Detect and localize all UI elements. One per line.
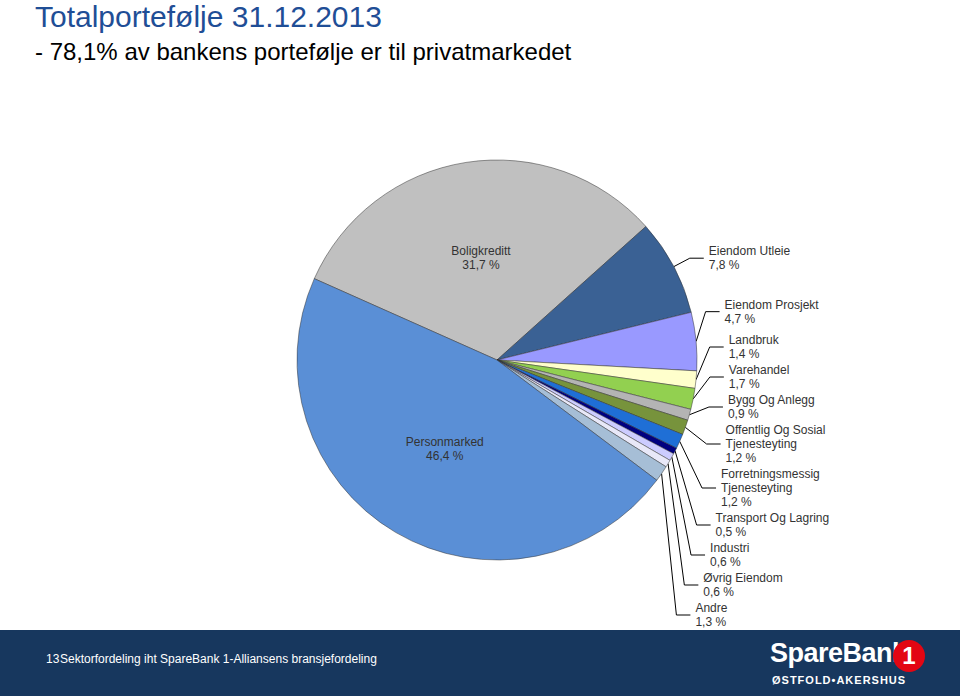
- svg-text:Landbruk: Landbruk: [729, 333, 780, 347]
- svg-text:Varehandel: Varehandel: [729, 363, 790, 377]
- svg-text:31,7 %: 31,7 %: [462, 258, 500, 272]
- svg-text:Totalportefølje 31.12.2013: Totalportefølje 31.12.2013: [35, 0, 382, 33]
- svg-text:1,2 %: 1,2 %: [726, 451, 757, 465]
- svg-text:1,2 %: 1,2 %: [721, 495, 752, 509]
- svg-text:Boligkreditt: Boligkreditt: [451, 244, 511, 258]
- svg-text:Øvrig Eiendom: Øvrig Eiendom: [703, 571, 782, 585]
- svg-text:Bygg Og Anlegg: Bygg Og Anlegg: [728, 393, 815, 407]
- svg-text:Eiendom Prosjekt: Eiendom Prosjekt: [725, 298, 820, 312]
- svg-text:Transport Og Lagring: Transport Og Lagring: [716, 511, 830, 525]
- svg-text:Offentlig Og Sosial: Offentlig Og Sosial: [726, 423, 829, 437]
- svg-text:1,4 %: 1,4 %: [729, 347, 760, 361]
- svg-text:0,6 %: 0,6 %: [710, 555, 741, 569]
- svg-text:Industri: Industri: [710, 541, 749, 555]
- svg-text:0,5 %: 0,5 %: [716, 525, 747, 539]
- svg-text:0,6 %: 0,6 %: [703, 585, 734, 599]
- svg-text:- 78,1% av bankens portefølje: - 78,1% av bankens portefølje er til pri…: [35, 38, 572, 65]
- svg-text:0,9 %: 0,9 %: [728, 407, 759, 421]
- svg-text:Forretningsmessig: Forretningsmessig: [721, 467, 823, 481]
- html-text:ØSTFOLD•AKERSHUS: ØSTFOLD•AKERSHUS: [772, 674, 907, 686]
- html-text:13 Sektorfordeling iht SpareBa: 13 Sektorfordeling iht SpareBank 1-Allia…: [46, 652, 377, 666]
- svg-text:Tjenesteyting: Tjenesteyting: [721, 481, 792, 495]
- html-text:SpareBank: SpareBank: [770, 638, 907, 668]
- svg-text:1,7 %: 1,7 %: [729, 377, 760, 391]
- svg-text:46,4 %: 46,4 %: [426, 449, 464, 463]
- svg-text:4,7 %: 4,7 %: [725, 312, 756, 326]
- svg-text:Personmarked: Personmarked: [406, 435, 484, 449]
- svg-text:Tjenesteyting: Tjenesteyting: [726, 437, 797, 451]
- svg-text:Andre: Andre: [695, 601, 727, 615]
- svg-text:Eiendom Utleie: Eiendom Utleie: [709, 244, 791, 258]
- html-text:1: 1: [902, 642, 916, 669]
- svg-text:7,8 %: 7,8 %: [709, 258, 740, 272]
- svg-text:1,3 %: 1,3 %: [695, 615, 726, 629]
